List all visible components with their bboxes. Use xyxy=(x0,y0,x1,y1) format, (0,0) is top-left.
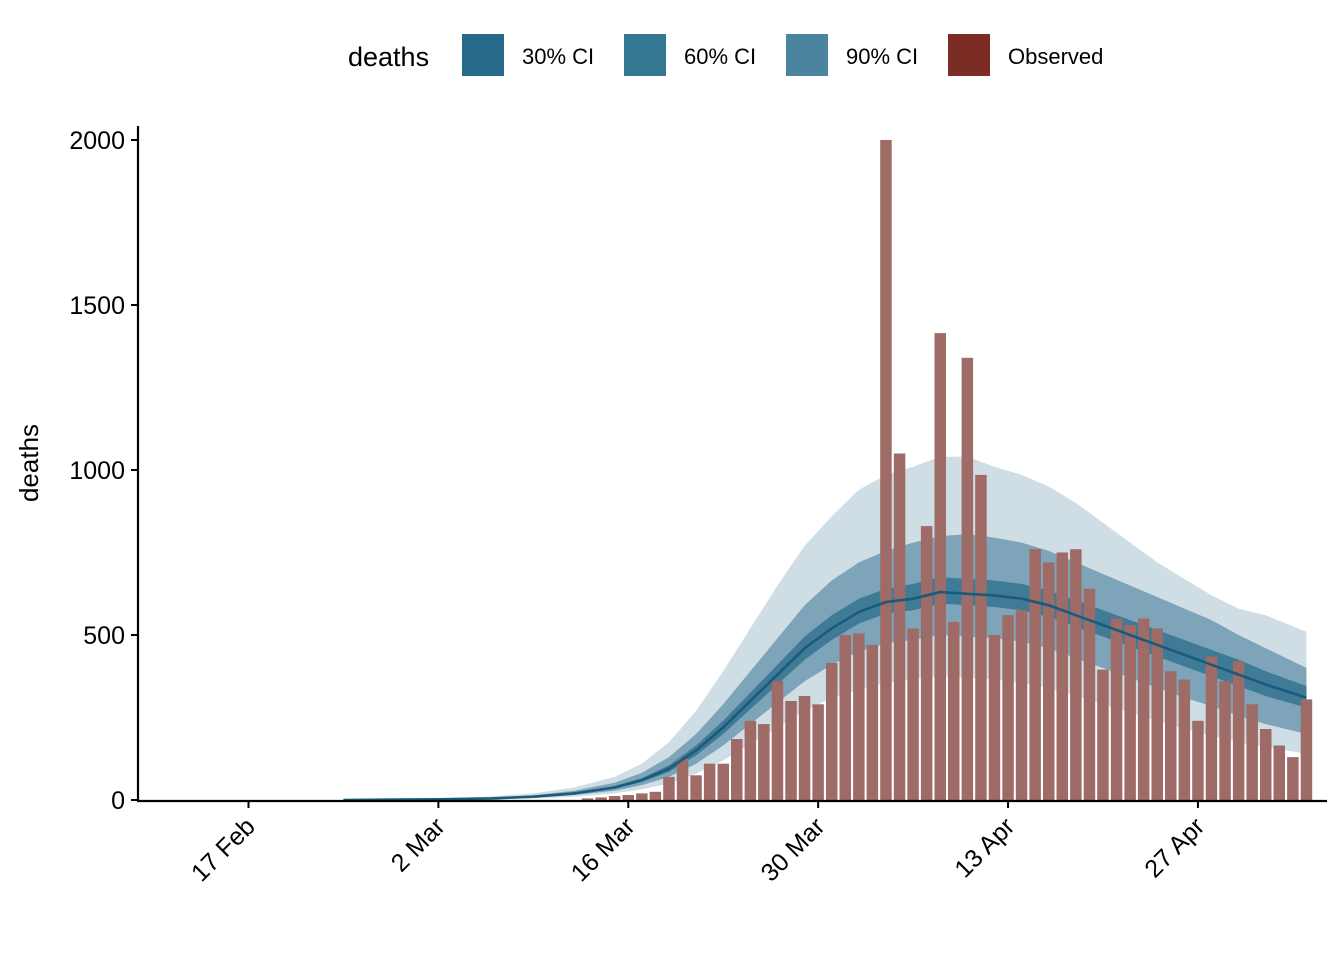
observed-bar xyxy=(1110,618,1123,800)
observed-bar xyxy=(731,739,743,800)
legend-key-30ci xyxy=(462,34,504,76)
legend-label-observed: Observed xyxy=(1008,44,1103,69)
observed-bar xyxy=(581,798,594,800)
observed-bar xyxy=(1097,669,1109,800)
x-tick-label: 13 Apr xyxy=(949,812,1020,883)
observed-bar xyxy=(1300,699,1313,800)
observed-bar xyxy=(758,724,770,800)
observed-bar xyxy=(1124,625,1136,800)
observed-bar xyxy=(1287,757,1299,800)
observed-bar xyxy=(663,776,675,800)
observed-bar xyxy=(907,628,919,800)
observed-bar xyxy=(785,701,797,800)
observed-bar xyxy=(1178,679,1191,800)
observed-bar xyxy=(636,793,648,800)
observed-bar xyxy=(853,633,865,800)
observed-bar xyxy=(744,720,757,800)
y-tick-label: 500 xyxy=(83,622,125,650)
x-ticks: 17 Feb 2 Mar 16 Mar 30 Mar 13 Apr 27 Apr xyxy=(186,801,1210,887)
legend-key-observed xyxy=(948,34,990,76)
observed-bar xyxy=(1015,610,1028,801)
observed-bar xyxy=(1232,661,1245,800)
observed-bar xyxy=(934,333,946,800)
observed-bar xyxy=(771,681,784,800)
x-tick-label: 30 Mar xyxy=(756,812,831,887)
observed-bars xyxy=(581,140,1313,801)
observed-bar xyxy=(622,795,634,800)
observed-bar xyxy=(1246,704,1258,800)
observed-bar xyxy=(1056,552,1068,800)
observed-bar xyxy=(1029,549,1041,800)
observed-bar xyxy=(826,663,838,800)
observed-bar xyxy=(1002,615,1014,800)
y-tick-label: 1000 xyxy=(69,457,125,485)
x-tick-label: 27 Apr xyxy=(1139,812,1210,883)
observed-bar xyxy=(812,704,824,800)
observed-bar xyxy=(961,357,974,800)
observed-bar xyxy=(690,775,702,801)
observed-bar xyxy=(948,621,960,800)
band-30ci xyxy=(343,577,1307,800)
observed-bar xyxy=(798,696,811,800)
legend-label-30ci: 30% CI xyxy=(522,44,594,69)
x-tick-label: 2 Mar xyxy=(386,812,451,877)
median-layer xyxy=(343,590,1307,802)
legend: deaths 30% CI 60% CI 90% CI Observed xyxy=(348,34,1103,76)
observed-bar xyxy=(717,763,729,800)
observed-bar xyxy=(1260,729,1272,800)
y-axis-title: deaths xyxy=(14,424,44,502)
observed-bar xyxy=(649,791,662,801)
legend-label-60ci: 60% CI xyxy=(684,44,756,69)
observed-bar xyxy=(703,763,716,800)
observed-bar xyxy=(1137,618,1150,800)
observed-bar xyxy=(1070,549,1082,800)
observed-bar xyxy=(893,453,906,800)
observed-bar xyxy=(866,644,879,800)
observed-bar xyxy=(1273,745,1285,800)
observed-bar xyxy=(839,635,851,800)
observed-bar xyxy=(920,526,933,800)
observed-bar xyxy=(1083,588,1096,800)
legend-key-60ci xyxy=(624,34,666,76)
observed-bar xyxy=(595,797,607,800)
observed-bar xyxy=(1165,671,1177,800)
median-line xyxy=(343,590,1307,802)
legend-label-90ci: 90% CI xyxy=(846,44,918,69)
y-tick-label: 1500 xyxy=(69,292,125,320)
observed-bar xyxy=(1151,628,1163,800)
legend-key-90ci xyxy=(786,34,828,76)
observed-bar xyxy=(880,140,892,800)
y-tick-label: 2000 xyxy=(69,127,125,155)
observed-bar xyxy=(1192,720,1204,800)
x-tick-label: 17 Feb xyxy=(186,812,261,887)
legend-title: deaths xyxy=(348,42,429,72)
observed-bar xyxy=(975,474,987,800)
observed-bar xyxy=(676,758,689,801)
observed-bar xyxy=(608,796,621,800)
y-tick-label: 0 xyxy=(111,787,125,815)
y-ticks: 0 500 1000 1500 2000 xyxy=(69,127,138,815)
plot-area xyxy=(343,140,1313,802)
observed-bar xyxy=(1219,681,1231,800)
x-tick-label: 16 Mar xyxy=(566,812,641,887)
observed-bar xyxy=(1205,656,1218,800)
observed-bar xyxy=(988,635,1001,800)
observed-bar xyxy=(1043,562,1055,800)
